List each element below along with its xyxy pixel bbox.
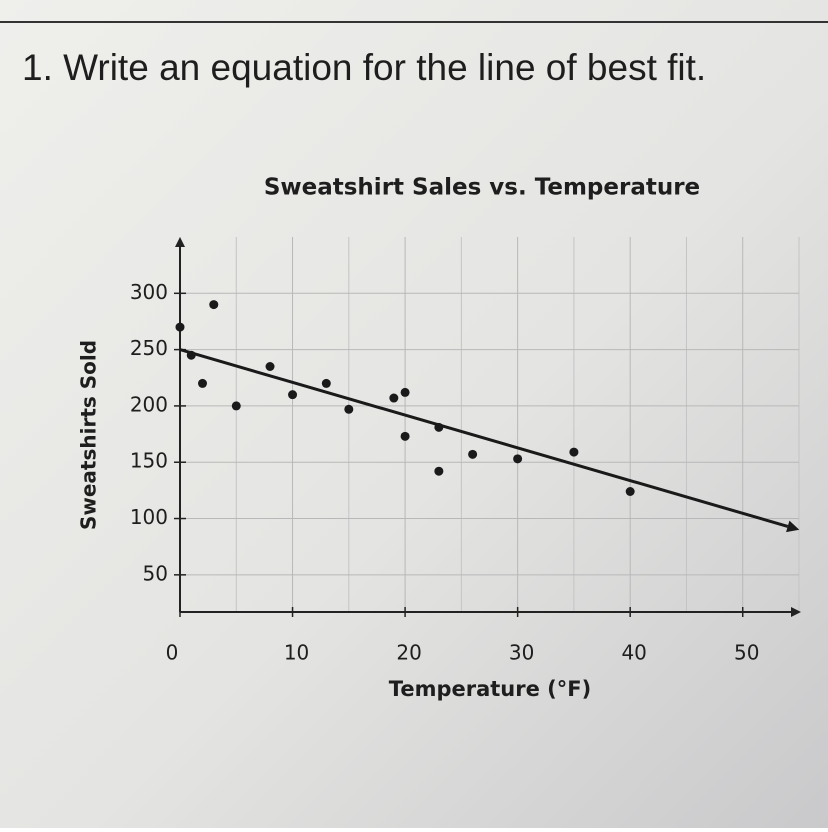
point [468, 449, 478, 459]
point [625, 487, 635, 497]
y-tick-label: 250 [130, 336, 168, 360]
y-tick-label: 300 [130, 280, 168, 304]
x-tick-label: 10 [284, 641, 309, 665]
x-tick-label: 0 [166, 641, 179, 665]
x-axis-arrow [791, 607, 801, 617]
x-tick-label: 40 [621, 641, 646, 665]
point [344, 404, 354, 414]
y-axis-label: Sweatshirts Sold [77, 340, 101, 530]
y-tick-label: 200 [130, 392, 168, 416]
trend-arrow [786, 520, 800, 533]
point [513, 454, 523, 464]
question: 1. Write an equation for the line of bes… [22, 47, 706, 88]
point [434, 422, 444, 432]
plot: 0 10 20 30 40 50 50 100 150 200 250 300 [130, 237, 801, 665]
point [434, 466, 444, 476]
point [198, 378, 208, 388]
trend-line [179, 348, 789, 528]
point [186, 350, 196, 360]
point [231, 401, 241, 411]
point [400, 387, 410, 397]
x-axis-label: Temperature (°F) [389, 677, 591, 701]
point [400, 431, 410, 441]
point [288, 390, 298, 400]
point [389, 393, 399, 403]
point [265, 362, 275, 372]
chart-title: Sweatshirt Sales vs. Temperature [264, 175, 700, 201]
y-axis-arrow [175, 237, 185, 247]
x-tick-label: 30 [509, 641, 534, 665]
point [569, 447, 579, 457]
y-tick-label: 50 [143, 561, 168, 585]
x-tick-label: 50 [734, 641, 759, 665]
point [175, 322, 185, 332]
y-tick-label: 100 [130, 505, 168, 529]
point [321, 378, 331, 388]
x-tick-label: 20 [396, 641, 421, 665]
point [209, 300, 219, 310]
y-tick-label: 150 [130, 449, 168, 473]
